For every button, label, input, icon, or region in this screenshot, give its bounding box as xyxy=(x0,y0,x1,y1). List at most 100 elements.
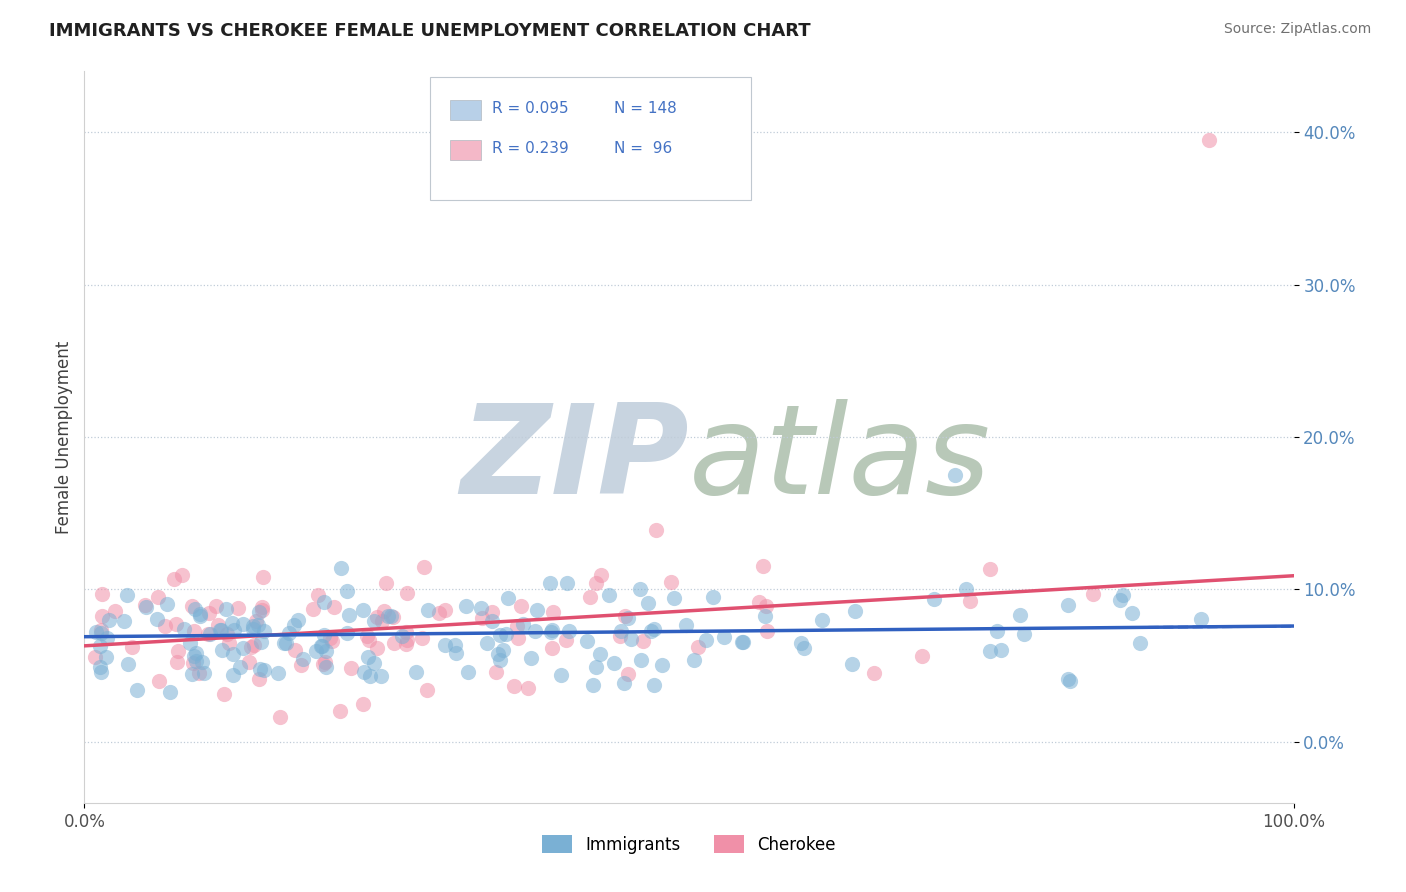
Point xyxy=(498,591,520,605)
Point xyxy=(396,632,419,647)
Point xyxy=(506,619,529,633)
Point xyxy=(492,643,515,657)
Point xyxy=(752,558,775,573)
Point xyxy=(755,624,778,638)
Point xyxy=(356,628,378,642)
Point xyxy=(90,587,112,601)
Text: ZIP: ZIP xyxy=(460,399,689,519)
Point xyxy=(329,704,352,718)
Point xyxy=(748,595,770,609)
Point xyxy=(598,588,620,602)
Point xyxy=(221,668,243,682)
Text: atlas: atlas xyxy=(689,399,991,519)
Point xyxy=(754,609,776,624)
Point xyxy=(1109,592,1132,607)
Point xyxy=(90,625,112,640)
Point xyxy=(200,626,222,640)
Point xyxy=(205,599,228,614)
Point xyxy=(416,682,439,697)
Point xyxy=(104,604,127,618)
Point xyxy=(172,568,194,582)
Point xyxy=(207,617,229,632)
Point xyxy=(811,613,834,627)
Point xyxy=(620,632,643,647)
Point xyxy=(183,624,205,638)
Point xyxy=(444,646,467,660)
Point xyxy=(312,595,335,609)
Text: Source: ZipAtlas.com: Source: ZipAtlas.com xyxy=(1223,22,1371,37)
Point xyxy=(252,570,274,584)
Point xyxy=(755,599,778,613)
Point xyxy=(405,665,427,679)
Point xyxy=(955,582,977,596)
Point xyxy=(609,629,631,643)
Point xyxy=(558,624,581,638)
Point xyxy=(173,623,195,637)
Point xyxy=(526,603,548,617)
Point xyxy=(357,633,380,648)
Point xyxy=(363,614,385,628)
Point xyxy=(319,631,342,645)
Point xyxy=(844,604,866,618)
Point xyxy=(165,617,187,632)
Point xyxy=(166,655,188,669)
Point xyxy=(336,626,359,640)
Point xyxy=(540,625,562,640)
Point xyxy=(396,586,419,600)
Point xyxy=(245,614,267,628)
Point xyxy=(443,638,465,652)
Point xyxy=(153,619,176,633)
Point xyxy=(146,591,169,605)
Point xyxy=(340,661,363,675)
Point xyxy=(242,623,264,637)
Point xyxy=(603,656,626,670)
Point xyxy=(395,637,418,651)
Point xyxy=(589,568,612,582)
Point xyxy=(239,640,262,654)
Point xyxy=(307,588,329,602)
Point xyxy=(291,652,314,666)
Point xyxy=(616,667,638,681)
Point xyxy=(253,624,276,638)
Point xyxy=(96,632,118,646)
Point xyxy=(181,667,204,681)
Point xyxy=(183,602,205,616)
Point xyxy=(510,599,533,613)
Point xyxy=(516,681,538,695)
Y-axis label: Female Unemployment: Female Unemployment xyxy=(55,341,73,533)
Point xyxy=(191,655,214,669)
Point xyxy=(702,590,724,604)
Point xyxy=(134,599,156,613)
Point xyxy=(117,657,139,671)
Point xyxy=(990,643,1012,657)
Point xyxy=(249,662,271,676)
Point xyxy=(683,653,706,667)
Point xyxy=(167,644,190,658)
Point xyxy=(148,674,170,689)
Point xyxy=(630,653,652,667)
Point xyxy=(276,635,298,649)
Point xyxy=(911,648,934,663)
Point xyxy=(193,666,215,681)
Point xyxy=(215,602,238,616)
Point xyxy=(793,640,815,655)
Point xyxy=(512,616,534,631)
Point xyxy=(374,576,396,591)
Point xyxy=(1112,588,1135,602)
Point xyxy=(695,633,717,648)
Point xyxy=(91,609,114,624)
Text: R = 0.095: R = 0.095 xyxy=(492,102,568,116)
Point xyxy=(284,643,307,657)
Point xyxy=(229,660,252,674)
Point xyxy=(314,655,336,669)
Point xyxy=(90,665,112,679)
Point xyxy=(98,613,121,627)
Point xyxy=(628,582,651,596)
Point xyxy=(495,626,517,640)
Point xyxy=(541,605,564,619)
Point xyxy=(242,638,264,652)
Point xyxy=(290,657,312,672)
Point xyxy=(329,561,352,575)
Point xyxy=(659,574,682,589)
Point xyxy=(94,650,117,665)
